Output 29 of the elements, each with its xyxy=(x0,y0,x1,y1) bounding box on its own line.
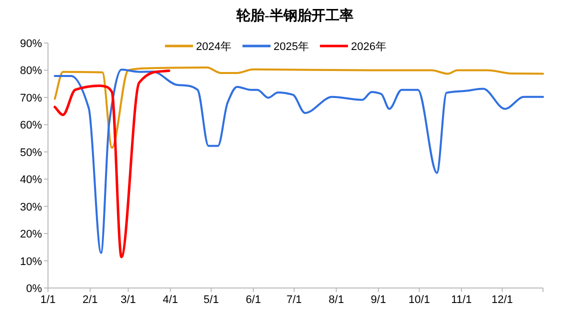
line-series xyxy=(54,68,544,254)
y-tick-label: 70% xyxy=(20,92,42,104)
x-tick-label: 9/1 xyxy=(370,294,386,306)
legend-label: 2024年 xyxy=(196,41,232,53)
line-series xyxy=(54,66,544,149)
chart-title: 轮胎-半钢胎开工率 xyxy=(236,7,354,24)
x-tick-label: 2/1 xyxy=(82,294,98,306)
x-tick-label: 1/1 xyxy=(40,294,56,306)
x-tick-label: 5/1 xyxy=(204,294,219,306)
y-tick-label: 40% xyxy=(20,174,42,186)
legend-label: 2025年 xyxy=(273,41,309,53)
y-tick-label: 80% xyxy=(20,65,42,78)
y-tick-label: 30% xyxy=(20,201,42,214)
x-tick-label: 4/1 xyxy=(162,294,178,306)
y-tick-label: 0% xyxy=(26,283,42,295)
x-tick-label: 12/1 xyxy=(491,294,513,306)
x-tick-label: 8/1 xyxy=(328,294,344,306)
x-tick-label: 3/1 xyxy=(120,294,136,306)
x-tick-label: 11/1 xyxy=(451,294,472,306)
y-tick-label: 20% xyxy=(20,228,42,241)
x-tick-label: 7/1 xyxy=(286,294,302,306)
y-tick-label: 60% xyxy=(20,120,42,132)
y-tick-label: 90% xyxy=(20,38,42,50)
x-tick-label: 6/1 xyxy=(246,294,261,306)
x-tick-label: 10/1 xyxy=(408,294,430,306)
y-tick-label: 10% xyxy=(20,256,42,268)
legend-label: 2026年 xyxy=(350,41,386,53)
y-tick-label: 50% xyxy=(20,146,42,159)
line-series xyxy=(54,70,170,258)
